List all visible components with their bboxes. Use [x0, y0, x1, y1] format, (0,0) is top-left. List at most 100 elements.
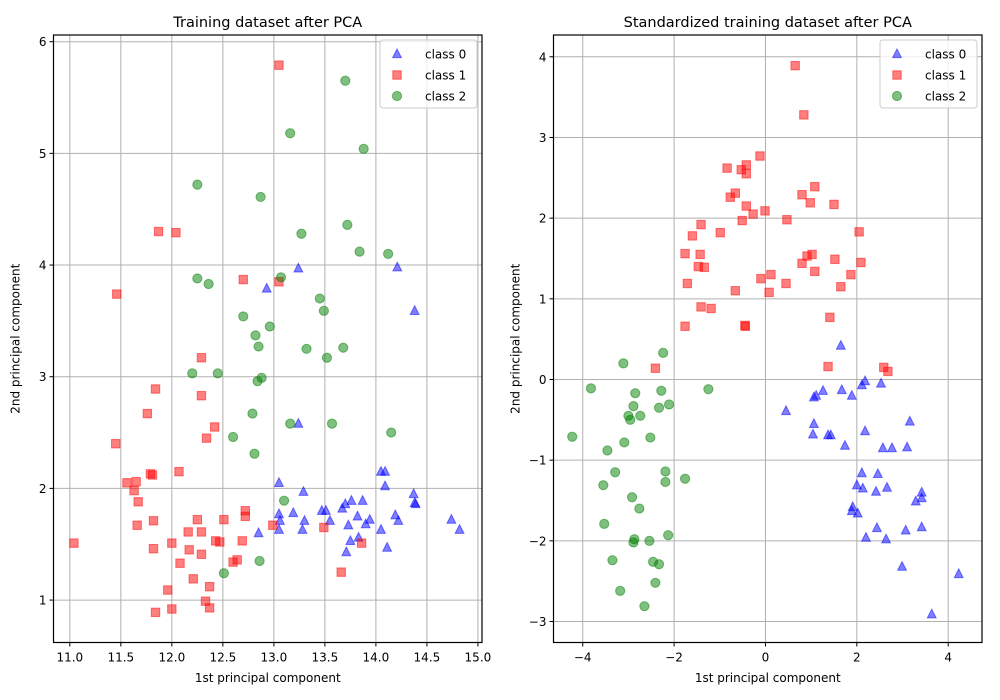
x-tick-label: 13.0	[261, 651, 288, 665]
point-class-1	[696, 219, 706, 230]
point-class-0	[817, 384, 829, 395]
point-class-0	[454, 523, 465, 534]
point-class-0	[393, 514, 404, 525]
axes-frame	[52, 34, 483, 644]
point-class-0	[808, 391, 820, 402]
point-class-1	[741, 160, 751, 170]
point-class-0	[381, 541, 393, 552]
point-class-0	[357, 494, 368, 505]
y-tick-label: 3	[39, 370, 47, 384]
y-tick-label: −1	[529, 454, 547, 468]
point-class-1	[175, 558, 185, 568]
x-tick-label: 2	[853, 651, 861, 665]
point-class-2	[247, 408, 258, 419]
point-class-1	[764, 287, 774, 298]
markers	[567, 60, 964, 619]
point-class-1	[356, 538, 367, 548]
point-class-1	[854, 227, 864, 237]
point-class-0	[808, 417, 820, 429]
point-class-1	[680, 248, 690, 259]
point-class-0	[871, 521, 883, 533]
y-tick-label: 2	[539, 212, 547, 226]
point-class-1	[740, 321, 751, 331]
point-class-0	[851, 479, 863, 490]
point-class-1	[240, 511, 251, 522]
left-plot-legend: class 0 class 1 class 2	[379, 39, 478, 109]
point-class-0	[880, 533, 892, 544]
point-class-1	[766, 269, 776, 280]
legend-marker-class-0	[891, 47, 903, 59]
point-class-1	[748, 209, 758, 219]
point-class-0	[408, 487, 419, 499]
point-class-0	[856, 378, 868, 390]
point-class-1	[823, 361, 833, 372]
point-class-1	[150, 607, 161, 618]
point-class-0	[859, 424, 871, 436]
left-plot-ylabel: 2nd principal component	[9, 263, 23, 413]
point-class-0	[364, 513, 375, 524]
y-tick-label: −2	[529, 534, 547, 548]
point-class-1	[201, 433, 212, 443]
left-scatter-plot: Training dataset after PCA 1st principal…	[9, 15, 492, 685]
y-tick-label: 4	[539, 50, 547, 64]
point-class-1	[147, 470, 158, 480]
point-class-0	[881, 481, 893, 492]
point-class-0	[343, 519, 354, 530]
point-class-0	[870, 485, 882, 496]
point-class-1	[781, 278, 791, 289]
point-class-2	[663, 530, 674, 541]
point-class-2	[610, 467, 621, 478]
point-class-0	[299, 514, 310, 525]
axes-frame	[552, 34, 983, 644]
point-class-2	[285, 128, 296, 139]
legend-label-class-2: class 2	[425, 90, 466, 104]
point-class-2	[187, 368, 198, 379]
point-class-0	[846, 504, 858, 516]
point-class-0	[860, 531, 872, 542]
point-class-2	[567, 431, 578, 442]
point-class-2	[626, 492, 638, 503]
point-class-0	[392, 261, 403, 272]
x-tick-label: −4	[574, 651, 592, 665]
point-class-1	[131, 476, 141, 487]
point-class-1	[167, 604, 177, 614]
point-class-2	[318, 305, 329, 316]
left-plot-title: Training dataset after PCA	[172, 15, 362, 31]
point-class-1	[755, 151, 765, 161]
point-class-2	[628, 401, 639, 412]
y-tick-label: 0	[539, 373, 547, 387]
point-class-1	[148, 543, 159, 554]
point-class-1	[682, 278, 693, 289]
point-class-2	[264, 321, 275, 332]
legend-label-class-1: class 1	[425, 69, 466, 83]
point-class-1	[687, 231, 698, 241]
point-class-1	[756, 273, 766, 284]
point-class-1	[830, 254, 840, 264]
right-plot-ylabel: 2nd principal component	[509, 263, 523, 413]
point-class-2	[658, 347, 669, 358]
plot-area	[553, 35, 982, 643]
point-class-2	[212, 368, 223, 379]
y-tick-label: 4	[39, 259, 47, 273]
point-class-1	[760, 206, 770, 216]
point-class-1	[336, 567, 346, 577]
point-class-2	[256, 372, 267, 383]
point-class-1	[856, 257, 866, 268]
point-class-1	[274, 60, 284, 70]
point-class-2	[254, 555, 265, 567]
point-class-2	[598, 480, 609, 491]
point-class-1	[232, 555, 242, 565]
legend-box	[879, 39, 978, 109]
plot-area	[53, 35, 482, 643]
point-class-0	[293, 262, 304, 273]
legend-marker-class-2	[891, 90, 903, 102]
point-class-0	[910, 495, 921, 506]
x-tick-label: −2	[665, 651, 683, 665]
point-class-0	[409, 304, 420, 315]
point-class-1	[196, 549, 207, 559]
point-class-1	[790, 60, 800, 71]
point-class-1	[715, 227, 725, 238]
point-class-1	[148, 516, 159, 526]
point-class-1	[810, 266, 820, 277]
